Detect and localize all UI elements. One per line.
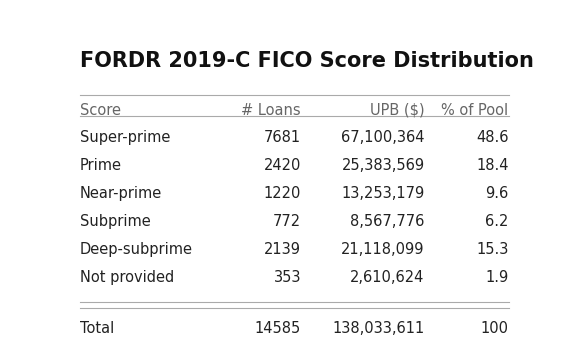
Text: 1.9: 1.9 [485, 270, 508, 285]
Text: UPB ($): UPB ($) [370, 103, 425, 118]
Text: Deep-subprime: Deep-subprime [80, 242, 193, 257]
Text: 772: 772 [273, 214, 301, 229]
Text: 67,100,364: 67,100,364 [341, 130, 425, 145]
Text: # Loans: # Loans [241, 103, 301, 118]
Text: 13,253,179: 13,253,179 [341, 186, 425, 201]
Text: Subprime: Subprime [80, 214, 151, 229]
Text: Super-prime: Super-prime [80, 130, 170, 145]
Text: Not provided: Not provided [80, 270, 174, 285]
Text: 15.3: 15.3 [476, 242, 508, 257]
Text: 353: 353 [274, 270, 301, 285]
Text: 1220: 1220 [263, 186, 301, 201]
Text: 8,567,776: 8,567,776 [351, 214, 425, 229]
Text: 100: 100 [481, 321, 508, 336]
Text: % of Pool: % of Pool [441, 103, 508, 118]
Text: Total: Total [80, 321, 115, 336]
Text: 2139: 2139 [264, 242, 301, 257]
Text: Prime: Prime [80, 158, 122, 173]
Text: 18.4: 18.4 [476, 158, 508, 173]
Text: Near-prime: Near-prime [80, 186, 162, 201]
Text: 48.6: 48.6 [476, 130, 508, 145]
Text: 138,033,611: 138,033,611 [332, 321, 425, 336]
Text: 2,610,624: 2,610,624 [351, 270, 425, 285]
Text: 21,118,099: 21,118,099 [341, 242, 425, 257]
Text: 6.2: 6.2 [485, 214, 508, 229]
Text: 7681: 7681 [264, 130, 301, 145]
Text: 2420: 2420 [263, 158, 301, 173]
Text: Score: Score [80, 103, 121, 118]
Text: FORDR 2019-C FICO Score Distribution: FORDR 2019-C FICO Score Distribution [80, 51, 534, 71]
Text: 14585: 14585 [255, 321, 301, 336]
Text: 9.6: 9.6 [485, 186, 508, 201]
Text: 25,383,569: 25,383,569 [341, 158, 425, 173]
